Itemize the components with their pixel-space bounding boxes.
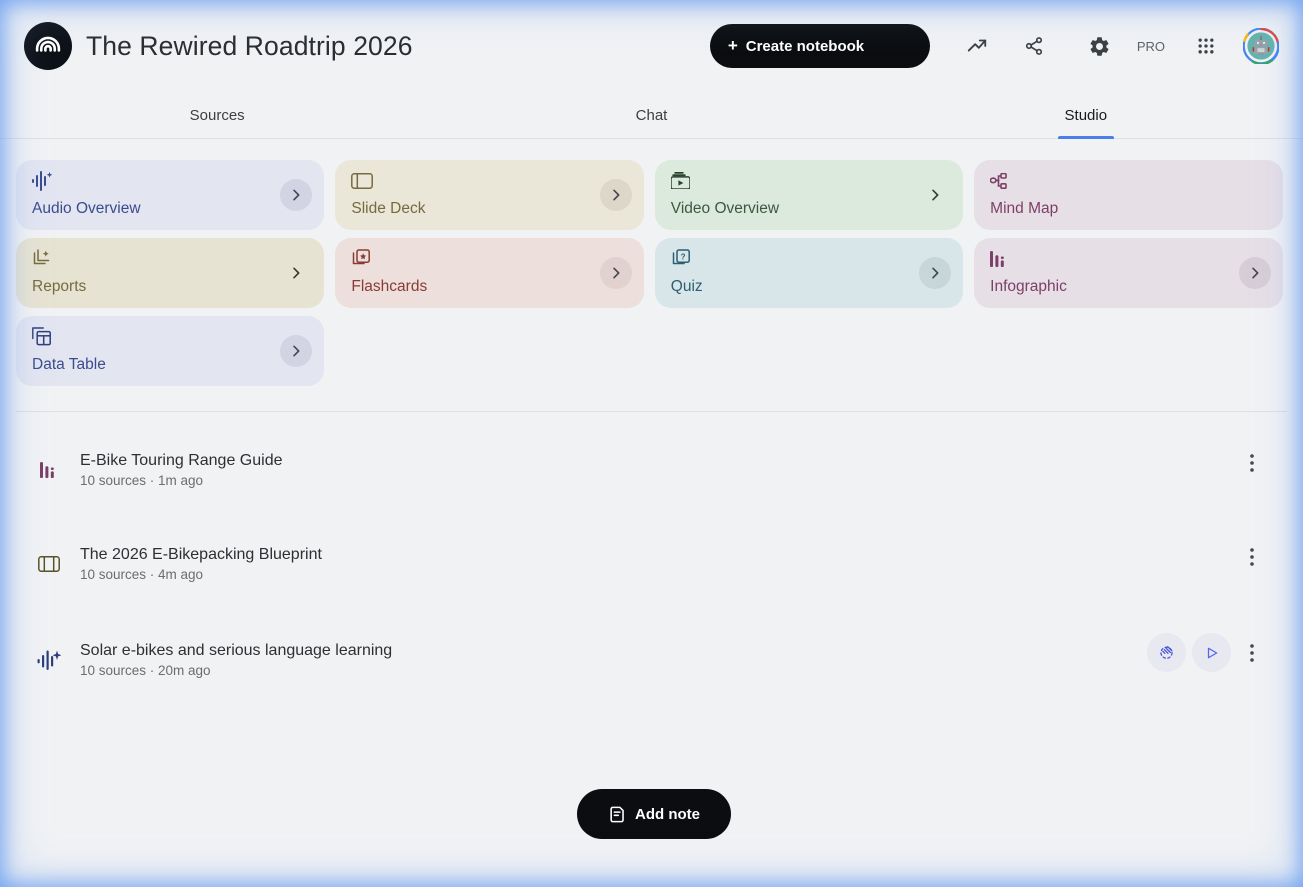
svg-text:?: ?	[680, 253, 685, 262]
